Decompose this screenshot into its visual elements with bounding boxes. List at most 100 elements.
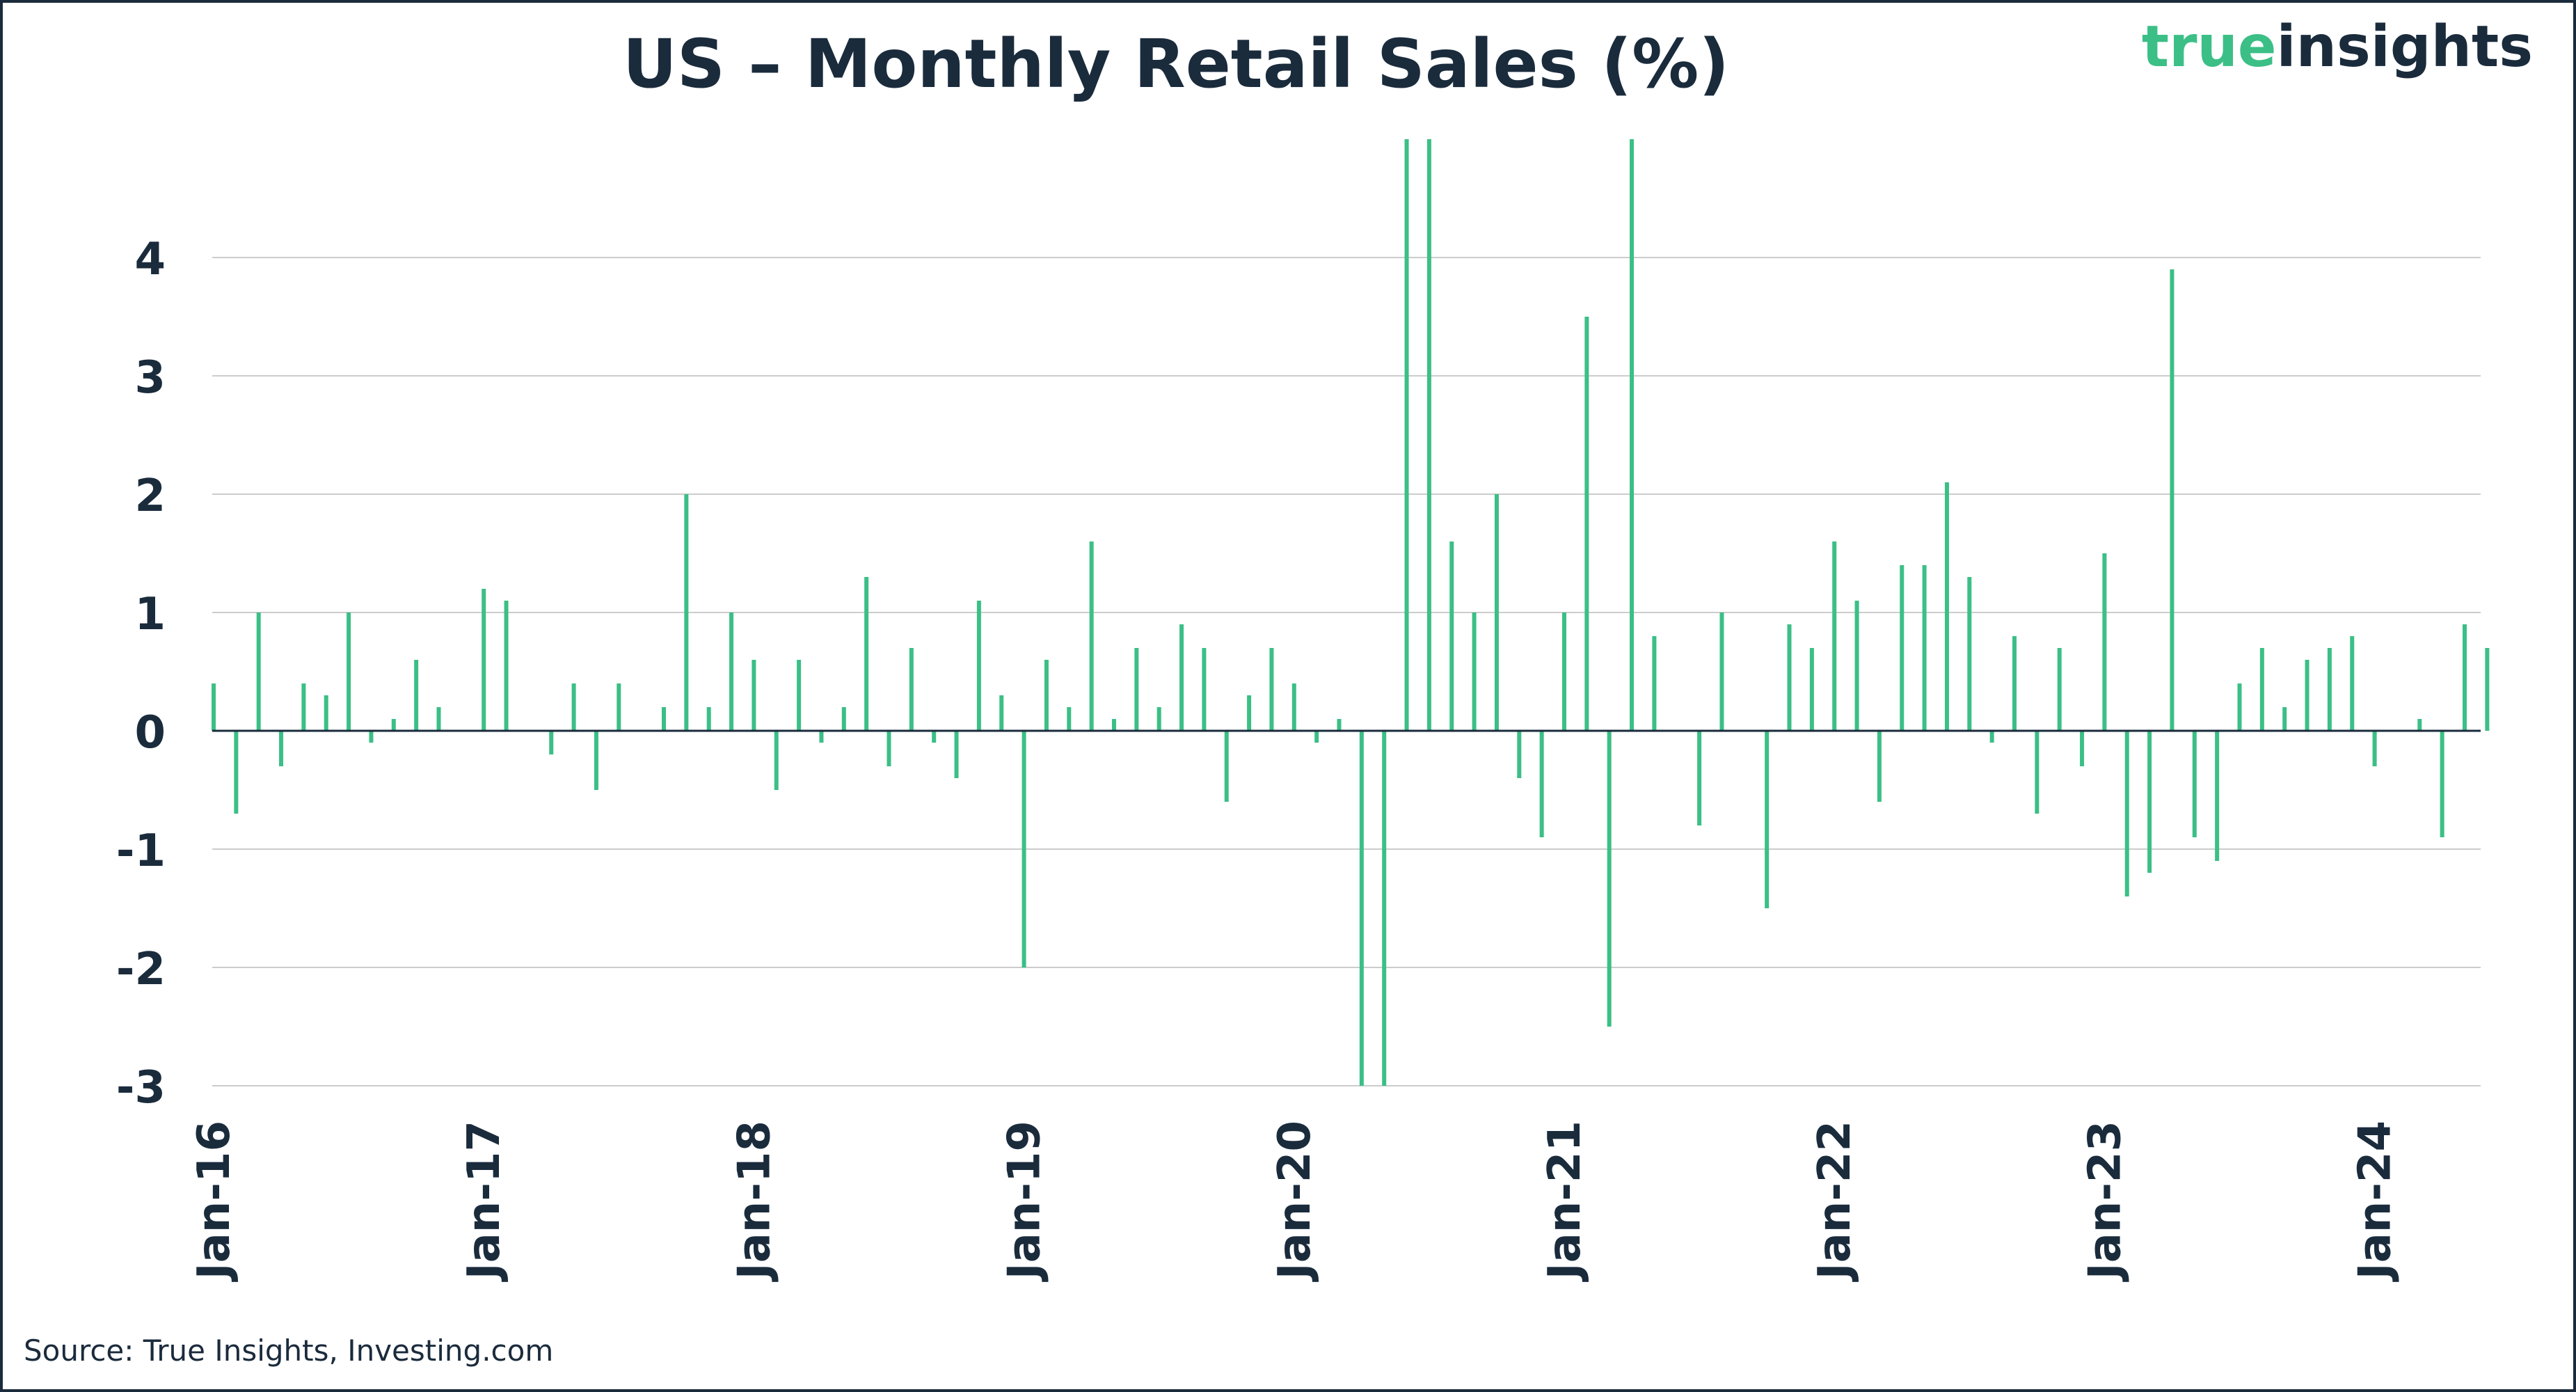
y-tick-label: -1 [116, 825, 166, 877]
bar [1944, 482, 1949, 731]
bar [571, 683, 576, 731]
bar [1539, 731, 1544, 837]
bar [482, 589, 486, 731]
bar [1269, 648, 1274, 731]
bar [2102, 553, 2107, 731]
bar [1765, 731, 1770, 908]
bar [391, 719, 396, 731]
bar [1382, 731, 1387, 1086]
bar [324, 695, 328, 731]
bar [2327, 648, 2332, 731]
bar [819, 731, 824, 743]
bar-series [212, 139, 2490, 1086]
bar [2372, 731, 2377, 766]
bar [2215, 731, 2220, 861]
x-tick-label: Jan-23 [2079, 1121, 2131, 1282]
x-tick-label: Jan-20 [1269, 1121, 1321, 1282]
y-tick-label: 2 [134, 470, 166, 522]
bar [864, 577, 869, 731]
bar [347, 612, 351, 731]
y-tick-label: 4 [134, 234, 166, 285]
brand-logo: trueinsights [2142, 14, 2533, 80]
bar [1112, 719, 1116, 731]
y-tick-label: -2 [116, 944, 166, 995]
y-axis-ticks: -3 -2 -1 0 1 2 3 4 [116, 234, 166, 1114]
bar [2147, 731, 2152, 873]
bar [1652, 636, 1657, 731]
bar [2057, 648, 2062, 731]
x-tick-label: Jan-17 [459, 1121, 510, 1282]
bar [1089, 541, 1094, 731]
bar [1854, 601, 1859, 731]
bar [1900, 565, 1905, 731]
bar [1202, 648, 1207, 731]
bar [684, 494, 689, 731]
x-tick-label: Jan-21 [1539, 1121, 1591, 1282]
bar [752, 660, 756, 731]
bar [774, 731, 779, 790]
x-tick-label: Jan-18 [729, 1121, 780, 1282]
bar [2350, 636, 2355, 731]
bar [234, 731, 239, 814]
bar [279, 731, 284, 766]
bar [2170, 269, 2175, 731]
bar [2080, 731, 2085, 766]
bar [1630, 139, 1635, 731]
bar [1021, 731, 1026, 967]
bar [1922, 565, 1927, 731]
bar [729, 612, 734, 731]
bar [617, 683, 621, 731]
bar [1314, 731, 1319, 743]
bar [1877, 731, 1882, 802]
brand-logo-true: true [2142, 14, 2277, 80]
bar [1337, 719, 1342, 731]
bar [1449, 541, 1454, 731]
bar [1584, 317, 1589, 731]
bar [1179, 624, 1184, 731]
chart-title: US – Monthly Retail Sales (%) [623, 25, 1729, 103]
bar [1156, 707, 1161, 731]
source-note: Source: True Insights, Investing.com [24, 1334, 553, 1368]
bar [999, 695, 1004, 731]
bar [909, 648, 914, 731]
bar [1247, 695, 1252, 731]
bar [2192, 731, 2197, 837]
bar [706, 707, 711, 731]
bar [2417, 719, 2422, 731]
bar [1291, 683, 1296, 731]
bar [549, 731, 554, 754]
bar [841, 707, 846, 731]
bar [1832, 541, 1837, 731]
bar [1426, 139, 1431, 731]
bar [2259, 648, 2264, 731]
bar [2305, 660, 2309, 731]
y-tick-label: 3 [134, 352, 166, 404]
bar [1134, 648, 1139, 731]
bar [932, 731, 937, 743]
x-axis-ticks: Jan-16 Jan-17 Jan-18 Jan-19 Jan-20 Jan-21 Jan-… [189, 1121, 2401, 1282]
x-tick-label: Jan-22 [1809, 1121, 1861, 1282]
bar [2012, 636, 2017, 731]
bar [1697, 731, 1702, 825]
bar [1719, 612, 1724, 731]
bar [1359, 731, 1364, 1086]
bar [1044, 660, 1049, 731]
y-tick-label: 0 [134, 707, 166, 759]
y-tick-label: 1 [134, 589, 166, 640]
bar [369, 731, 374, 743]
bar [2237, 683, 2242, 731]
bar [887, 731, 891, 766]
bar [1067, 707, 1072, 731]
bar [1787, 624, 1792, 731]
bar [2282, 707, 2287, 731]
bar [954, 731, 959, 778]
bar [1472, 612, 1477, 731]
bar [976, 601, 981, 731]
bar [797, 660, 802, 731]
bar [1404, 139, 1409, 731]
gridlines [212, 257, 2481, 1086]
bar [436, 707, 441, 731]
bar [212, 683, 216, 731]
